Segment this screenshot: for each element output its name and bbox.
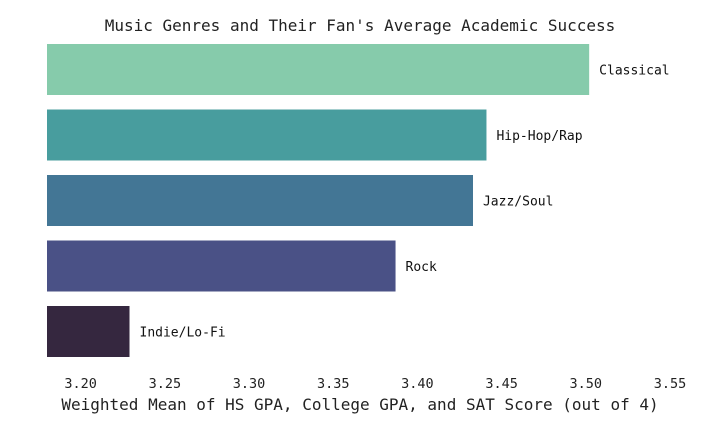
x-tick-label: 3.30 [233,376,266,392]
bar-jazz-soul [47,175,473,226]
bar-hip-hop-rap [47,109,487,161]
bar-rock [47,240,396,292]
bar-label: Jazz/Soul [483,195,553,210]
x-tick-label: 3.50 [570,376,603,392]
chart-title: Music Genres and Their Fan's Average Aca… [105,16,616,35]
bars-group: Classical Hip-Hop/Rap Jazz/Soul Rock Indie/L… [47,44,670,357]
bar-classical [47,44,590,95]
x-tick-label: 3.20 [64,376,97,392]
x-axis-title: Weighted Mean of HS GPA, College GPA, an… [61,395,658,414]
x-tick-label: 3.40 [401,376,434,392]
bar-label: Classical [599,64,669,79]
x-axis-ticks: 3.20 3.25 3.30 3.35 3.40 3.45 3.50 3.55 [64,376,686,392]
x-tick-label: 3.55 [654,376,687,392]
x-tick-label: 3.45 [485,376,518,392]
x-tick-label: 3.35 [317,376,350,392]
bar-label: Rock [406,260,437,275]
bar-label: Indie/Lo-Fi [140,326,226,341]
x-tick-label: 3.25 [149,376,182,392]
bar-label: Hip-Hop/Rap [496,129,582,144]
bar-indie-lo-fi [47,306,130,357]
